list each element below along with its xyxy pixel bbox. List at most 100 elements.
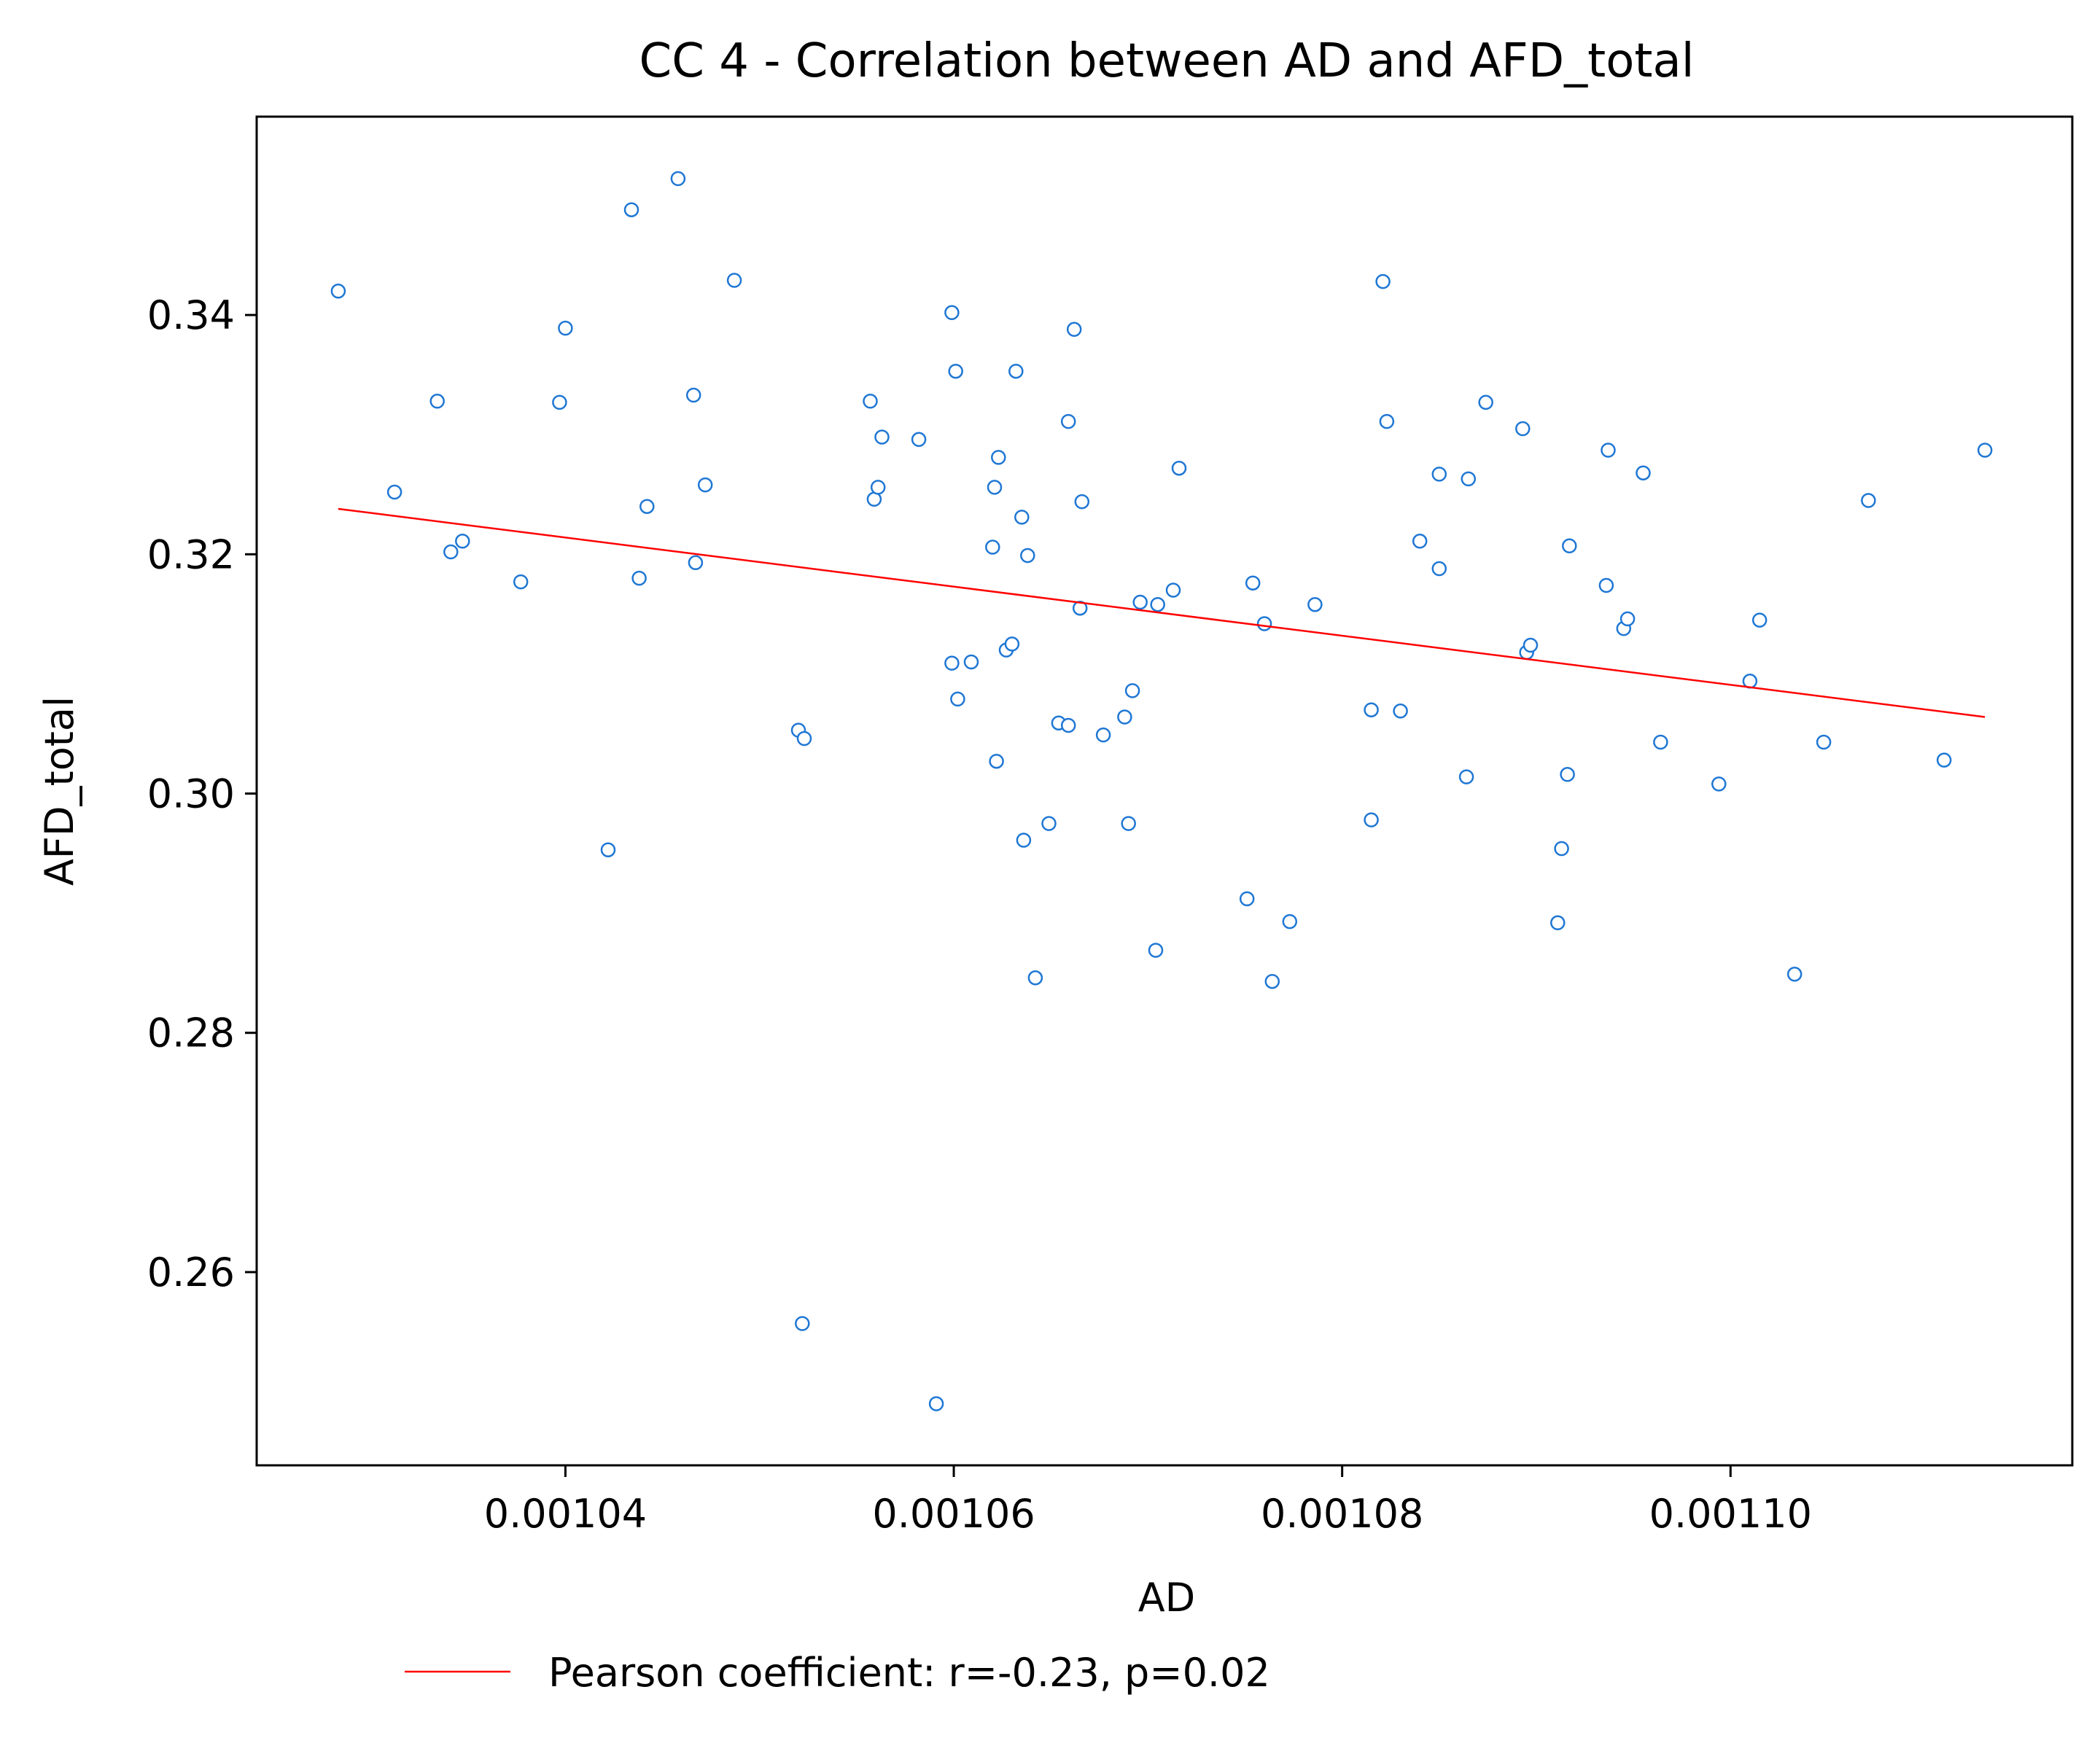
legend: Pearson coefficient: r=-0.23, p=0.02 <box>405 1650 1270 1696</box>
data-point-73 <box>1458 769 1474 784</box>
data-point-42 <box>1027 970 1043 986</box>
data-point-1 <box>330 284 346 299</box>
data-point-23 <box>870 480 886 495</box>
data-point-80 <box>1554 841 1569 857</box>
data-point-12 <box>639 499 655 514</box>
data-point-67 <box>1375 273 1391 289</box>
data-point-14 <box>685 387 701 403</box>
data-point-51 <box>1117 709 1132 725</box>
data-point-49 <box>1074 494 1090 510</box>
fit-line-layer <box>338 507 1986 718</box>
data-point-4 <box>443 544 459 560</box>
data-point-91 <box>1751 612 1768 628</box>
data-point-47 <box>1066 321 1082 338</box>
data-point-57 <box>1165 582 1181 598</box>
data-point-63 <box>1282 913 1298 929</box>
data-point-10 <box>623 202 639 217</box>
data-point-30 <box>950 691 965 707</box>
data-point-28 <box>944 655 960 671</box>
data-point-87 <box>1636 465 1651 480</box>
y-axis-ticks: 0.26 0.28 0.30 0.32 0.34 <box>147 292 257 1295</box>
data-point-79 <box>1550 915 1566 931</box>
data-point-70 <box>1412 534 1428 549</box>
data-point-6 <box>513 574 529 590</box>
data-point-34 <box>989 753 1004 769</box>
data-point-29 <box>948 363 963 379</box>
data-point-37 <box>1004 636 1020 652</box>
data-point-82 <box>1562 538 1577 554</box>
data-point-39 <box>1014 510 1030 525</box>
data-point-2 <box>386 484 402 500</box>
data-point-45 <box>1060 413 1076 429</box>
data-point-78 <box>1522 637 1539 653</box>
data-point-89 <box>1711 776 1727 792</box>
x-tick-label-1: 0.00104 <box>484 1491 647 1537</box>
data-point-17 <box>726 273 742 288</box>
y-tick-label-3: 0.30 <box>147 771 235 817</box>
data-point-43 <box>1041 816 1057 831</box>
data-point-86 <box>1619 611 1636 627</box>
data-point-65 <box>1364 702 1379 717</box>
x-axis-ticks: 0.00104 0.00106 0.00108 0.00110 <box>484 1465 1812 1537</box>
data-point-24 <box>874 429 890 445</box>
data-point-76 <box>1515 421 1531 437</box>
data-point-9 <box>600 842 616 857</box>
data-point-8 <box>558 320 573 336</box>
x-tick-label-4: 0.00110 <box>1649 1491 1812 1537</box>
data-point-25 <box>911 432 927 448</box>
data-point-11 <box>631 570 647 586</box>
data-point-94 <box>1861 493 1876 508</box>
legend-entry-fit-line: Pearson coefficient: r=-0.23, p=0.02 <box>548 1650 1270 1696</box>
data-point-90 <box>1742 674 1758 689</box>
data-point-31 <box>963 654 979 670</box>
data-point-54 <box>1132 594 1148 610</box>
data-point-13 <box>670 171 686 187</box>
data-point-52 <box>1121 816 1136 831</box>
data-point-68 <box>1379 413 1395 429</box>
data-point-58 <box>1171 460 1187 476</box>
x-tick-label-2: 0.00106 <box>872 1491 1035 1537</box>
data-point-56 <box>1150 596 1165 612</box>
data-point-62 <box>1264 973 1280 989</box>
data-point-21 <box>863 394 878 409</box>
chart-title: CC 4 - Correlation between AD and AFD_to… <box>639 34 1695 88</box>
data-point-48 <box>1072 600 1088 616</box>
data-point-40 <box>1016 833 1032 848</box>
data-point-32 <box>985 539 1000 555</box>
data-point-46 <box>1060 717 1076 733</box>
data-point-83 <box>1598 577 1614 593</box>
y-tick-label-5: 0.34 <box>147 292 235 338</box>
data-point-74 <box>1461 471 1477 487</box>
data-point-41 <box>1020 547 1035 564</box>
data-point-20 <box>795 1316 810 1331</box>
data-point-33 <box>987 480 1003 495</box>
data-point-84 <box>1601 443 1616 458</box>
data-point-55 <box>1148 943 1164 958</box>
data-point-15 <box>688 555 704 571</box>
data-point-69 <box>1393 704 1408 719</box>
y-tick-label-4: 0.32 <box>147 531 235 577</box>
data-point-53 <box>1124 683 1140 698</box>
data-point-16 <box>697 477 713 493</box>
data-point-81 <box>1560 767 1575 782</box>
x-tick-label-3: 0.00108 <box>1261 1491 1423 1537</box>
data-point-96 <box>1977 443 1993 458</box>
data-point-38 <box>1008 363 1024 379</box>
data-point-61 <box>1256 616 1272 631</box>
data-point-88 <box>1653 734 1668 750</box>
data-point-66 <box>1364 812 1379 827</box>
data-point-7 <box>552 394 567 410</box>
y-tick-label-1: 0.26 <box>147 1250 235 1295</box>
data-point-3 <box>429 394 445 409</box>
data-point-72 <box>1431 561 1447 577</box>
data-point-27 <box>944 305 960 321</box>
y-axis-label: AFD_total <box>36 696 82 886</box>
data-point-93 <box>1816 734 1832 750</box>
y-tick-label-2: 0.28 <box>147 1010 235 1056</box>
pearson-fit-line <box>338 507 1986 718</box>
data-point-35 <box>991 450 1006 465</box>
data-point-50 <box>1095 727 1111 743</box>
data-point-75 <box>1478 394 1493 410</box>
data-point-59 <box>1239 891 1255 907</box>
